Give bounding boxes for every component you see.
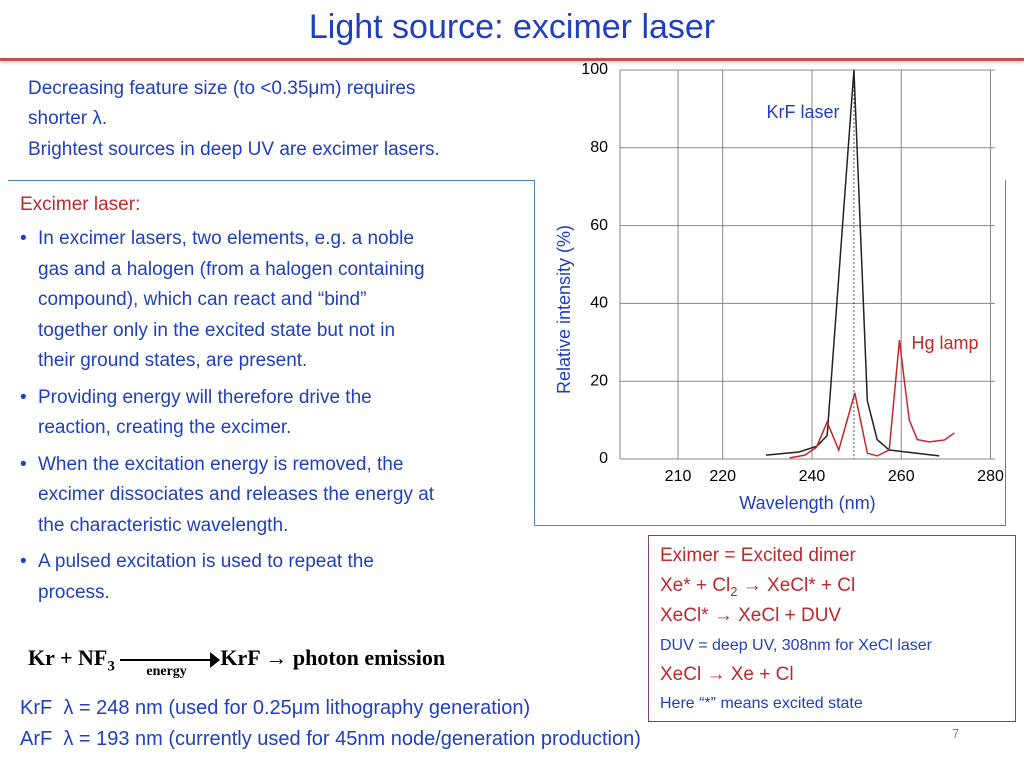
eq-arrow: energy [120,650,221,679]
subscript: 2 [730,583,738,599]
title: Light source: excimer laser [308,8,716,46]
eq-term: photon emission [292,645,446,670]
dimer-line: Here “*” means excited state [660,695,863,712]
bullet-dot: • [20,453,27,475]
eq-condition: energy [146,663,187,679]
bullet-line: gas and a halogen (from a halogen contai… [38,258,425,280]
y-tick-label: 80 [590,139,608,156]
eq-term: Kr [28,645,55,670]
dimer-line: Eximer = Excited dimer [660,545,856,566]
bullet-line: In excimer lasers, two elements, e.g. a … [38,228,414,249]
dimer-line: DUV = deep UV, 308nm for XeCl laser [660,637,932,654]
bullet-line: A pulsed excitation is used to repeat th… [38,551,374,572]
intro-line: shorter λ. [28,108,108,129]
eq-term: KrF [220,645,260,670]
title-rule [0,58,1024,61]
chart-border [534,180,1006,526]
bullet-dot: • [20,386,27,408]
bullet-line: compound), which can react and “bind” [38,289,367,310]
bullet-line: together only in the excited state but n… [38,319,396,341]
bullet-dot: • [20,228,27,249]
box-heading: Excimer laser: [20,194,141,215]
dimer-box [648,535,1016,722]
bullet-line: reaction, creating the excimer. [38,417,292,438]
box-border [8,180,534,181]
eq-term: NF [78,645,108,670]
bullet-line: When the excitation energy is removed, t… [38,453,404,475]
eq-term: + [59,645,73,670]
equation: Kr + NF3 energy KrF → photon emission [28,645,446,679]
series-label: KrF laser [766,102,839,122]
bullet-dot: • [20,551,27,572]
intro-line: Decreasing feature size (to <0.35μm) req… [28,78,416,99]
bullet-line: excimer dissociates and releases the ene… [38,484,435,505]
text: → XeCl* + Cl [737,575,856,596]
bullet-line: their ground states, are present. [38,350,308,371]
dimer-line: XeCl* → XeCl + DUV [660,605,842,626]
intro-line: Brightest sources in deep UV are excimer… [28,139,440,160]
bullet-line: Providing energy will therefore drive th… [38,386,372,408]
text: Xe* + Cl [660,575,731,596]
dimer-line: Xe* + Cl2 → XeCl* + Cl [660,575,855,599]
bullet-line: process. [38,581,110,603]
eq-arrow: → [265,645,288,670]
dimer-line: XeCl → Xe + Cl [660,664,794,685]
eq-subscript: 3 [107,658,115,675]
note: KrF λ = 248 nm (used for 0.25μm lithogra… [20,697,531,719]
page-number: 7 [952,726,960,741]
note: ArF λ = 193 nm (currently used for 45nm … [20,728,641,750]
y-tick-label: 100 [581,61,608,78]
bullet-line: the characteristic wavelength. [38,514,289,536]
